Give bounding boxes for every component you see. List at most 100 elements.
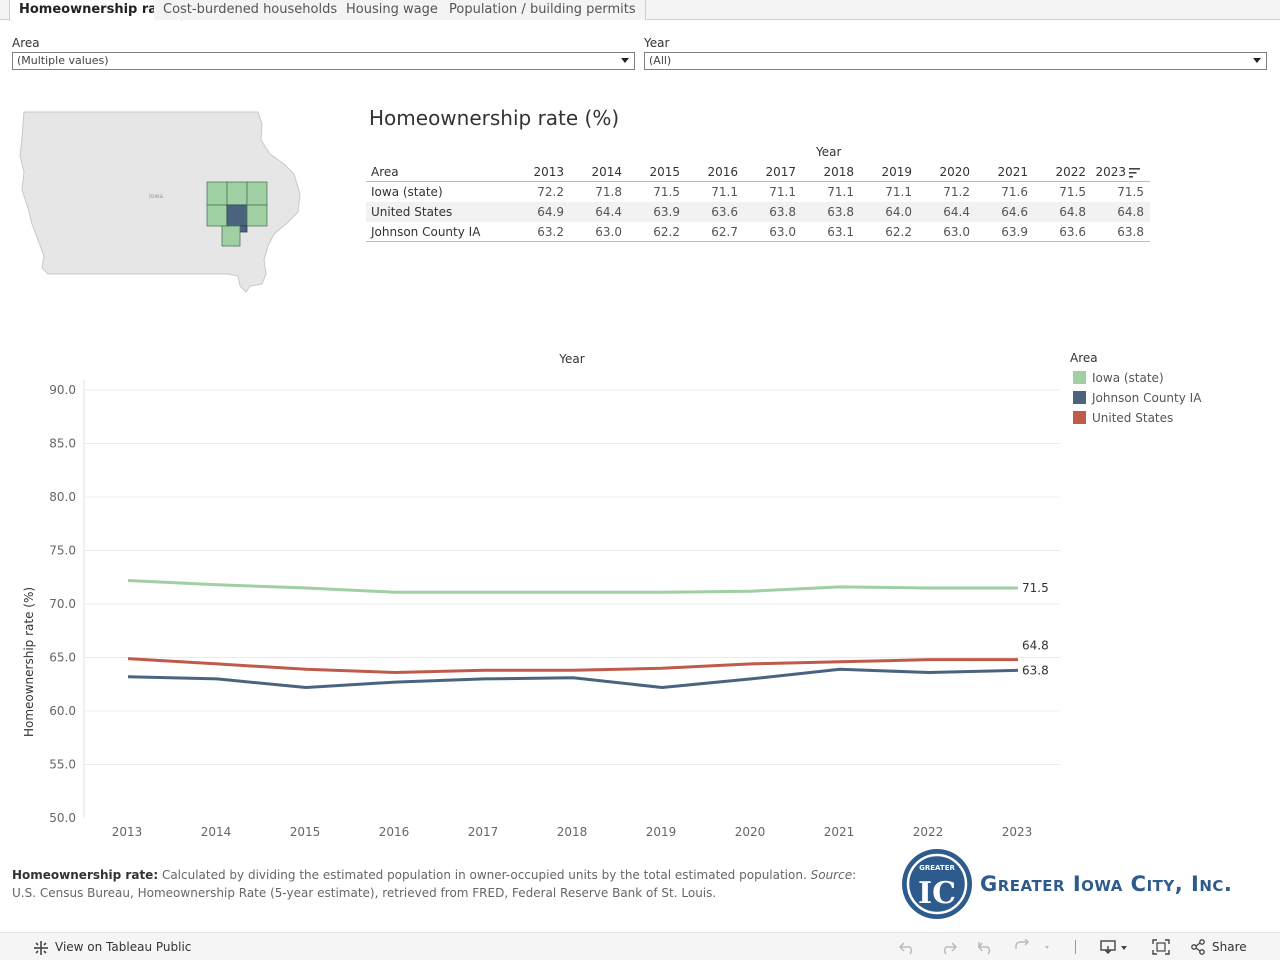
legend-swatch[interactable] (1073, 371, 1086, 384)
fullscreen-icon[interactable] (1152, 939, 1170, 955)
revert-icon[interactable] (976, 939, 996, 955)
table-cell: 71.1 (885, 185, 912, 199)
year-filter-value: (All) (649, 54, 672, 67)
county-shape (206, 204, 228, 227)
footnote-source-label: Source (810, 868, 853, 882)
table-cell: 71.8 (595, 185, 622, 199)
table-cell: 71.5 (1059, 185, 1086, 199)
view-on-tableau-public-link[interactable]: View on Tableau Public (55, 940, 192, 954)
county-shape (246, 204, 268, 227)
year-header: 2013 (533, 165, 564, 179)
table-row[interactable]: Johnson County IA 63.2 63.0 62.2 62.7 63… (366, 222, 1150, 242)
redo-icon[interactable] (938, 939, 958, 955)
x-tick-label: 2018 (557, 825, 588, 839)
row-area-label: United States (371, 205, 453, 219)
refresh-icon[interactable] (1014, 939, 1054, 955)
y-tick-label: 70.0 (49, 597, 76, 611)
logo-badge-letters: IC (918, 876, 956, 911)
table-cell: 71.5 (653, 185, 680, 199)
county-shape (226, 181, 248, 206)
x-tick-label: 2023 (1002, 825, 1033, 839)
footnote-term: Homeownership rate: (12, 868, 159, 882)
tab-population-building-permits[interactable]: Population / building permits (440, 0, 646, 20)
y-tick-label: 65.0 (49, 651, 76, 665)
legend-entry[interactable]: United States (1092, 411, 1173, 425)
table-cell: 63.9 (653, 205, 680, 219)
sort-descending-icon[interactable] (1129, 168, 1141, 178)
year-filter-label: Year (644, 36, 670, 50)
legend-entry[interactable]: Johnson County IA (1091, 391, 1202, 405)
x-tick-label: 2016 (379, 825, 410, 839)
share-icon[interactable] (1190, 939, 1206, 955)
series-line-johnson-county-ia[interactable] (127, 667, 1019, 689)
table-cell: 62.2 (653, 225, 680, 239)
undo-icon[interactable] (898, 939, 918, 955)
table-cell: 62.7 (711, 225, 738, 239)
county-shape (221, 225, 241, 247)
year-header: 2022 (1055, 165, 1086, 179)
y-tick-label: 80.0 (49, 490, 76, 504)
table-cell: 71.1 (827, 185, 854, 199)
row-area-label: Johnson County IA (371, 225, 481, 239)
y-tick-label: 90.0 (49, 383, 76, 397)
tab-housing-wage[interactable]: Housing wage (337, 0, 448, 20)
area-filter-value: (Multiple values) (17, 54, 109, 67)
legend-entry[interactable]: Iowa (state) (1092, 371, 1164, 385)
table-cell: 64.8 (1117, 205, 1144, 219)
series-line-iowa-state-[interactable] (127, 579, 1018, 594)
share-button[interactable]: Share (1212, 940, 1247, 954)
table-cell: 63.0 (769, 225, 796, 239)
table-header-row: Area 2013 2014 2015 2016 2017 2018 2019 … (366, 162, 1150, 182)
table-cell: 63.0 (595, 225, 622, 239)
chevron-down-icon (621, 58, 629, 63)
table-cell: 63.8 (769, 205, 796, 219)
table-cell: 71.1 (711, 185, 738, 199)
download-icon[interactable] (1100, 939, 1134, 955)
table-cell: 63.6 (1059, 225, 1086, 239)
year-header: 2018 (823, 165, 854, 179)
table-title: Homeownership rate (%) (369, 106, 620, 130)
y-tick-label: 55.0 (49, 758, 76, 772)
table-row[interactable]: Iowa (state) 72.2 71.8 71.5 71.1 71.1 71… (366, 182, 1150, 202)
table-cell: 64.6 (1001, 205, 1028, 219)
series-end-label: 64.8 (1022, 639, 1049, 653)
county-shape-johnson (226, 204, 248, 227)
area-filter: Area (Multiple values) (12, 36, 635, 70)
table-cell: 63.8 (827, 205, 854, 219)
year-header: 2020 (939, 165, 970, 179)
x-tick-label: 2020 (735, 825, 766, 839)
homeownership-line-chart[interactable]: Year Homeownership rate (%) 50.0 55.0 60.0… (0, 340, 1280, 850)
x-tick-label: 2014 (201, 825, 232, 839)
table-cell: 63.9 (1001, 225, 1028, 239)
footnote-text: Calculated by dividing the estimated pop… (158, 868, 811, 882)
y-tick-label: 60.0 (49, 704, 76, 718)
table-cell: 71.1 (769, 185, 796, 199)
tab-homeownership-rate[interactable]: Homeownership rate (9, 0, 183, 21)
greater-iowa-city-logo: GREATER IC (902, 849, 972, 919)
year-header: 2019 (881, 165, 912, 179)
x-tick-label: 2017 (468, 825, 499, 839)
legend-swatch[interactable] (1073, 411, 1086, 424)
table-row[interactable]: United States 64.9 64.4 63.9 63.6 63.8 6… (366, 202, 1150, 222)
iowa-map[interactable]: Iowa (18, 108, 308, 302)
county-shape (246, 181, 268, 206)
area-filter-dropdown[interactable]: (Multiple values) (12, 52, 635, 70)
y-tick-label: 75.0 (49, 544, 76, 558)
tableau-toolbar: View on Tableau Public Share (0, 932, 1280, 960)
tab-cost-burdened-households[interactable]: Cost-burdened households (154, 0, 348, 20)
table-cell: 71.6 (1001, 185, 1028, 199)
year-filter-dropdown[interactable]: (All) (644, 52, 1267, 70)
table-cell: 64.8 (1059, 205, 1086, 219)
y-tick-label: 50.0 (49, 811, 76, 825)
map-state-label: Iowa (149, 193, 163, 200)
series-line-united-states[interactable] (127, 657, 1018, 674)
x-tick-label: 2019 (646, 825, 677, 839)
year-header: 2016 (707, 165, 738, 179)
table-cell: 64.4 (943, 205, 970, 219)
year-filter: Year (All) (644, 36, 1267, 70)
legend-swatch[interactable] (1073, 391, 1086, 404)
x-tick-label: 2015 (290, 825, 321, 839)
table-cell: 71.2 (943, 185, 970, 199)
table-column-group-header: Year (816, 145, 842, 159)
chart-title: Year (558, 352, 584, 366)
